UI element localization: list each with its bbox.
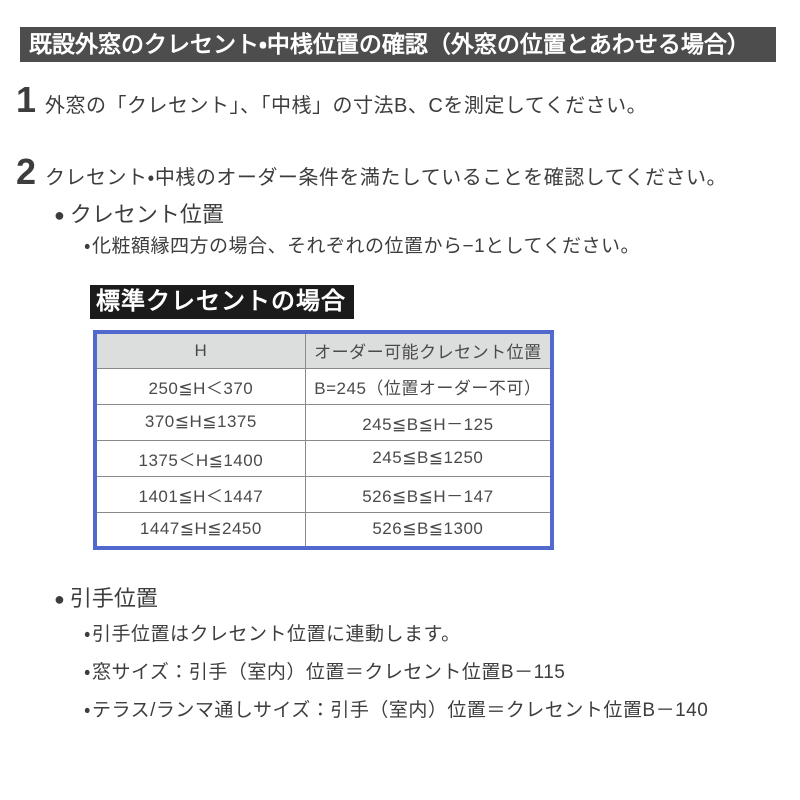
handle-position-note: テラス/ランマ通しサイズ：引手（室内）位置＝クレセント位置B－140 bbox=[84, 695, 708, 722]
table-row: 370≦H≦1375 245≦B≦H－125 bbox=[94, 403, 553, 441]
standard-crescent-banner: 標準クレセントの場合 bbox=[90, 285, 354, 319]
table-row: 1447≦H≦2450 526≦B≦1300 bbox=[94, 511, 553, 549]
handle-position-note: 引手位置はクレセント位置に連動します。 bbox=[84, 619, 461, 646]
table-cell-order-range: B=245（位置オーダー不可） bbox=[304, 367, 553, 405]
table-header-h: H bbox=[94, 331, 306, 369]
table-cell-h-range: 250≦H＜370 bbox=[94, 367, 306, 405]
step-2-number: 2 bbox=[16, 151, 37, 192]
handle-position-note: 窓サイズ：引手（室内）位置＝クレセント位置B－115 bbox=[84, 657, 565, 684]
crescent-position-note: 化粧額縁四方の場合、それぞれの位置から−1としてください。 bbox=[84, 231, 640, 258]
table-cell-h-range: 1447≦H≦2450 bbox=[94, 511, 306, 549]
handle-position-heading-label: 引手位置 bbox=[69, 586, 158, 611]
table-row: 1375＜H≦1400 245≦B≦1250 bbox=[94, 439, 553, 477]
step-1-text: 外窓の「クレセント」、「中桟」の寸法B、Cを測定してください。 bbox=[45, 95, 648, 117]
table-header-row: H オーダー可能クレセント位置 bbox=[94, 331, 553, 369]
table-cell-order-range: 526≦B≦H－147 bbox=[304, 475, 553, 513]
table-cell-h-range: 370≦H≦1375 bbox=[94, 403, 306, 441]
crescent-position-heading-label: クレセント位置 bbox=[69, 202, 224, 227]
step-1: 1 外窓の「クレセント」、「中桟」の寸法B、Cを測定してください。 bbox=[16, 82, 647, 118]
handle-position-heading: ● 引手位置 bbox=[54, 581, 158, 613]
table-row: 250≦H＜370 B=245（位置オーダー不可） bbox=[94, 367, 553, 405]
table-row: 1401≦H＜1447 526≦B≦H－147 bbox=[94, 475, 553, 513]
step-2: 2 クレセント・中桟のオーダー条件を満たしていることを確認してください。 bbox=[16, 154, 727, 190]
table-cell-h-range: 1401≦H＜1447 bbox=[94, 475, 306, 513]
table-cell-order-range: 245≦B≦1250 bbox=[304, 439, 553, 477]
page-title: 既設外窓のクレセント・中桟位置の確認（外窓の位置とあわせる場合） bbox=[29, 31, 750, 57]
table-cell-order-range: 526≦B≦1300 bbox=[304, 511, 553, 549]
table-cell-h-range: 1375＜H≦1400 bbox=[94, 439, 306, 477]
table-header-order-position: オーダー可能クレセント位置 bbox=[304, 331, 553, 369]
standard-crescent-banner-label: 標準クレセントの場合 bbox=[96, 288, 346, 315]
table-cell-order-range: 245≦B≦H－125 bbox=[304, 403, 553, 441]
crescent-position-heading: ● クレセント位置 bbox=[54, 197, 224, 229]
circle-bullet-icon: ● bbox=[54, 589, 65, 609]
page-title-banner: 既設外窓のクレセント・中桟位置の確認（外窓の位置とあわせる場合） bbox=[20, 27, 776, 62]
step-1-number: 1 bbox=[16, 79, 37, 120]
crescent-position-table: H オーダー可能クレセント位置 250≦H＜370 B=245（位置オーダー不可… bbox=[93, 330, 554, 550]
step-2-text: クレセント・中桟のオーダー条件を満たしていることを確認してください。 bbox=[45, 167, 728, 189]
circle-bullet-icon: ● bbox=[54, 205, 65, 225]
